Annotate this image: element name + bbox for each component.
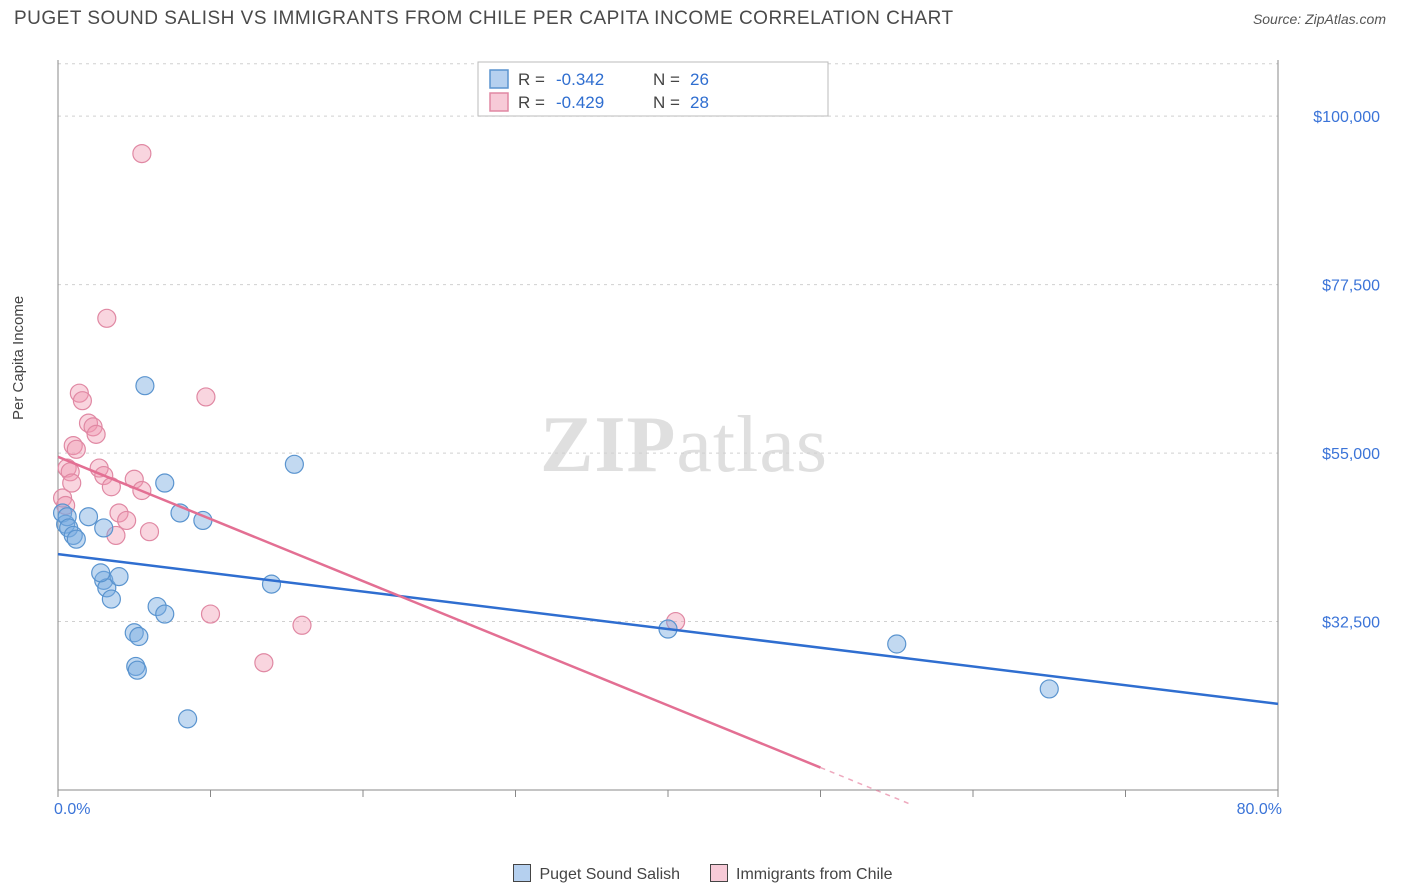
data-point-pink bbox=[197, 388, 215, 406]
trendline-pink-dashed bbox=[821, 768, 913, 805]
legend-swatch-blue bbox=[490, 70, 508, 88]
legend-swatch-pink bbox=[490, 93, 508, 111]
data-point-blue bbox=[285, 455, 303, 473]
bottom-legend: Puget Sound Salish Immigrants from Chile bbox=[0, 864, 1406, 884]
data-point-blue bbox=[179, 710, 197, 728]
data-point-blue bbox=[102, 590, 120, 608]
legend-R-pink: -0.429 bbox=[556, 93, 604, 112]
data-point-blue bbox=[92, 564, 110, 582]
legend-item-pink: Immigrants from Chile bbox=[710, 864, 892, 884]
data-point-blue bbox=[80, 508, 98, 526]
data-point-pink bbox=[293, 616, 311, 634]
source-attribution: Source: ZipAtlas.com bbox=[1253, 11, 1386, 27]
data-point-blue bbox=[888, 635, 906, 653]
scatter-plot: $32,500 $55,000 $77,500 $100,000 0.0% 80.0% R … bbox=[48, 50, 1388, 820]
y-axis-label: Per Capita Income bbox=[10, 296, 27, 420]
data-point-pink bbox=[118, 511, 136, 529]
data-point-pink bbox=[133, 145, 151, 163]
data-point-blue bbox=[263, 575, 281, 593]
data-point-pink bbox=[98, 309, 116, 327]
chart-area: $32,500 $55,000 $77,500 $100,000 0.0% 80.0% R … bbox=[48, 50, 1388, 820]
data-point-pink bbox=[141, 523, 159, 541]
data-point-blue bbox=[67, 530, 85, 548]
trendline-blue bbox=[58, 554, 1278, 704]
legend-N-blue: 26 bbox=[690, 70, 709, 89]
x-tick-label: 80.0% bbox=[1237, 801, 1282, 818]
data-point-blue bbox=[156, 605, 174, 623]
data-point-blue bbox=[156, 474, 174, 492]
legend-swatch-blue bbox=[513, 864, 531, 882]
data-point-blue bbox=[128, 661, 146, 679]
legend-N-label: N = bbox=[653, 70, 680, 89]
legend-label-pink: Immigrants from Chile bbox=[736, 866, 892, 883]
legend-R-blue: -0.342 bbox=[556, 70, 604, 89]
data-point-blue bbox=[130, 628, 148, 646]
data-point-pink bbox=[63, 474, 81, 492]
legend-label-blue: Puget Sound Salish bbox=[539, 866, 680, 883]
data-point-pink bbox=[73, 392, 91, 410]
data-point-blue bbox=[1040, 680, 1058, 698]
y-tick-label: $32,500 bbox=[1322, 615, 1380, 632]
legend-N-pink: 28 bbox=[690, 93, 709, 112]
legend-N-label: N = bbox=[653, 93, 680, 112]
data-point-pink bbox=[202, 605, 220, 623]
data-point-blue bbox=[110, 568, 128, 586]
legend-R-label: R = bbox=[518, 70, 545, 89]
data-point-blue bbox=[136, 377, 154, 395]
chart-title: PUGET SOUND SALISH VS IMMIGRANTS FROM CH… bbox=[14, 8, 954, 30]
data-point-pink bbox=[255, 654, 273, 672]
legend-swatch-pink bbox=[710, 864, 728, 882]
data-point-pink bbox=[87, 425, 105, 443]
legend-item-blue: Puget Sound Salish bbox=[513, 864, 680, 884]
data-point-pink bbox=[67, 440, 85, 458]
chart-header: PUGET SOUND SALISH VS IMMIGRANTS FROM CH… bbox=[0, 0, 1406, 30]
data-point-blue bbox=[95, 519, 113, 537]
legend-R-label: R = bbox=[518, 93, 545, 112]
y-tick-label: $77,500 bbox=[1322, 278, 1380, 295]
y-tick-label: $100,000 bbox=[1313, 109, 1380, 126]
y-tick-label: $55,000 bbox=[1322, 446, 1380, 463]
x-tick-label: 0.0% bbox=[54, 801, 90, 818]
